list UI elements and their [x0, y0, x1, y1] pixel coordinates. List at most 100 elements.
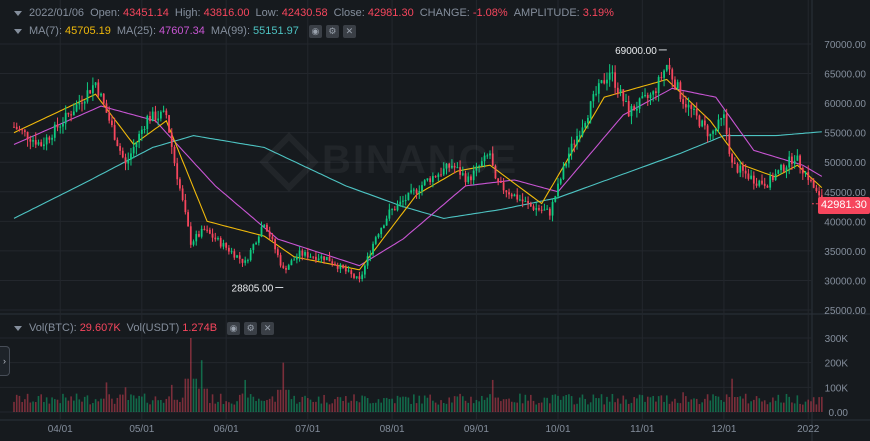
candle-body — [312, 256, 315, 258]
candle-body — [380, 227, 383, 235]
chevron-right-icon[interactable]: › — [0, 346, 10, 376]
candle-body — [217, 238, 219, 240]
open-label: Open: — [90, 7, 121, 19]
volume-bar — [399, 397, 402, 412]
volume-bar — [693, 398, 695, 412]
candle-body — [597, 83, 600, 94]
close-icon[interactable]: ✕ — [261, 321, 275, 335]
volume-bar — [108, 394, 110, 412]
volume-bar — [301, 396, 304, 412]
candle-body — [83, 101, 86, 104]
eye-icon[interactable]: ◉ — [227, 321, 241, 335]
ma25-label: MA(25): — [116, 25, 157, 37]
candle-body — [752, 175, 755, 184]
candle-body — [140, 129, 143, 134]
volume-bar — [380, 402, 382, 412]
candle-body — [723, 114, 725, 118]
ma25-value: 47607.34 — [159, 25, 205, 37]
volume-bar — [317, 396, 320, 412]
volume-bar — [598, 398, 600, 412]
candle-body — [475, 166, 478, 171]
volume-bar — [222, 404, 225, 412]
time-tick-label: 06/01 — [214, 424, 239, 435]
candle-body — [442, 168, 445, 175]
volume-tick-label: 300K — [825, 334, 849, 345]
ma7-value: 45705.19 — [65, 25, 111, 37]
collapse-icon[interactable] — [14, 28, 22, 34]
settings-icon[interactable]: ⚙ — [244, 321, 258, 335]
price-tick-label: 45000.00 — [824, 188, 866, 199]
volume-bar — [244, 379, 246, 412]
volume-bar — [18, 395, 21, 412]
volume-bar — [731, 378, 733, 412]
volume-bar — [812, 397, 815, 412]
volume-bar — [698, 404, 701, 412]
eye-icon[interactable]: ◉ — [308, 24, 322, 38]
candle-body — [23, 130, 26, 132]
volume-bar — [228, 402, 230, 412]
volume-bar — [657, 396, 660, 412]
candle-body — [793, 160, 796, 164]
candle-body — [777, 170, 780, 174]
candle-body — [323, 256, 325, 261]
volume-bar — [364, 396, 366, 412]
volume-bar — [355, 401, 358, 412]
price-tick-label: 70000.00 — [824, 40, 866, 51]
volume-bar — [470, 396, 472, 412]
candle-body — [374, 237, 377, 244]
candle-body — [45, 137, 48, 145]
volume-bar — [761, 401, 763, 412]
candle-body — [159, 111, 162, 119]
candle-body — [249, 249, 252, 261]
candle-body — [434, 176, 437, 178]
volume-bar — [206, 388, 208, 412]
volume-bar — [415, 403, 418, 412]
volume-bar — [26, 393, 29, 412]
close-icon[interactable]: ✕ — [342, 24, 356, 38]
candle-body — [551, 201, 554, 216]
volume-bar — [326, 402, 328, 412]
candle-body — [470, 176, 472, 181]
candle-body — [524, 201, 527, 203]
candle-body — [448, 163, 451, 168]
volume-bar — [489, 394, 491, 412]
volume-bar — [467, 402, 470, 412]
candle-body — [453, 165, 456, 168]
volume-bar — [475, 399, 478, 412]
volume-bar — [149, 404, 151, 412]
candle-body — [407, 192, 410, 201]
candle-body — [562, 166, 565, 180]
candle-body — [812, 180, 815, 188]
volume-bar — [500, 401, 502, 412]
volume-bar — [434, 402, 437, 412]
settings-icon[interactable]: ⚙ — [325, 24, 339, 38]
collapse-icon[interactable] — [14, 325, 22, 331]
candle-body — [70, 114, 73, 116]
candle-body — [565, 163, 568, 167]
volume-bar — [141, 396, 143, 412]
volume-bar — [641, 395, 644, 412]
candle-body — [154, 111, 157, 121]
volume-bar — [304, 395, 306, 412]
candle-body — [317, 258, 320, 260]
amplitude-label: AMPLITUDE: — [513, 7, 580, 19]
candle-body — [189, 226, 192, 245]
candle-body — [687, 104, 690, 108]
volume-bar — [562, 396, 565, 412]
candle-body — [252, 244, 255, 250]
volume-bar — [347, 402, 350, 412]
volume-bar — [342, 400, 344, 412]
candle-body — [486, 155, 489, 157]
volume-bar — [437, 404, 440, 412]
collapse-icon[interactable] — [14, 10, 22, 16]
volume-bar — [249, 394, 252, 412]
candle-body — [674, 79, 676, 89]
volume-bar — [633, 397, 635, 412]
volume-bar — [203, 388, 206, 412]
volume-bar — [274, 401, 276, 412]
volume-bar — [309, 399, 312, 412]
volume-bar — [456, 396, 459, 412]
volume-bar — [369, 403, 372, 412]
candle-body — [336, 265, 339, 269]
